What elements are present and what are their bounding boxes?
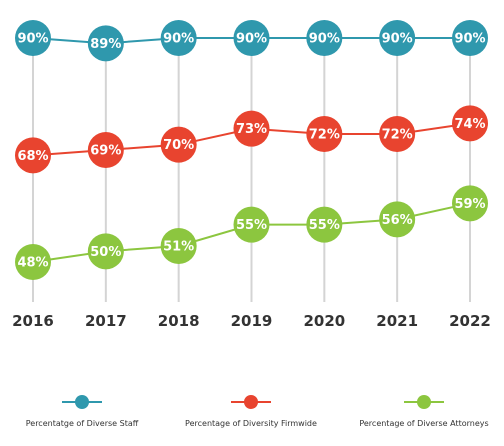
legend-marker	[244, 395, 258, 409]
data-label: 90%	[382, 32, 413, 47]
legend-marker	[417, 395, 431, 409]
legend-label: Percentatge of Diverse Staff	[26, 419, 139, 428]
data-point-s3-2020: 55%	[306, 206, 343, 243]
legend: Percentatge of Diverse Staff Percentage o…	[26, 395, 489, 428]
data-point-s2-2016: 68%	[15, 137, 51, 174]
data-label: 72%	[309, 128, 340, 143]
data-label: 51%	[163, 240, 194, 255]
data-point-s1-2016: 90%	[15, 20, 51, 56]
data-point-s1-2022: 90%	[452, 20, 488, 56]
data-label: 59%	[454, 197, 485, 212]
data-label: 55%	[236, 218, 267, 233]
point-marker	[379, 20, 416, 56]
data-point-s2-2020: 72%	[306, 116, 343, 152]
data-label: 90%	[454, 32, 485, 47]
data-label: 90%	[163, 32, 194, 47]
x-tick-label-2022: 2022	[449, 312, 491, 330]
data-label: 72%	[382, 128, 413, 143]
data-point-s1-2017: 89%	[87, 25, 124, 62]
legend-item-2: Percentage of Diversity Firmwide	[185, 395, 317, 428]
data-point-s2-2022: 74%	[452, 105, 488, 142]
point-marker	[379, 116, 416, 152]
point-marker	[306, 116, 343, 152]
data-label: 73%	[236, 122, 267, 137]
point-marker	[452, 185, 488, 222]
x-tick-label-2016: 2016	[12, 312, 54, 330]
x-tick-label-2021: 2021	[376, 312, 418, 330]
point-marker	[306, 206, 343, 243]
point-marker	[15, 244, 51, 280]
x-tick-label-2017: 2017	[85, 312, 127, 330]
legend-marker	[75, 395, 89, 409]
data-point-s2-2021: 72%	[379, 116, 416, 152]
data-label: 90%	[309, 32, 340, 47]
x-tick-label-2018: 2018	[158, 312, 200, 330]
point-marker	[452, 105, 488, 142]
data-label: 70%	[163, 138, 194, 153]
point-marker	[87, 233, 124, 270]
data-label: 69%	[90, 144, 121, 159]
point-marker	[379, 201, 416, 238]
point-marker	[87, 132, 124, 168]
point-marker	[160, 126, 197, 163]
data-point-s1-2020: 90%	[306, 20, 343, 56]
data-point-s3-2021: 56%	[379, 201, 416, 238]
data-points: 90% 89% 90% 90% 90% 90% 90% 68% 69% 70% 73% 72% 72% 7…	[15, 20, 488, 280]
x-axis-labels: 2016 2017 2018 2019 2020 2021 2022	[12, 312, 491, 330]
x-tick-label-2020: 2020	[303, 312, 345, 330]
data-label: 89%	[90, 37, 121, 52]
data-label: 90%	[236, 32, 267, 47]
data-point-s3-2017: 50%	[87, 233, 124, 270]
legend-label: Percentage of Diverse Attorneys	[359, 419, 488, 428]
data-label: 50%	[90, 245, 121, 260]
data-point-s3-2022: 59%	[452, 185, 488, 222]
point-marker	[160, 20, 197, 56]
point-marker	[233, 110, 270, 147]
legend-label: Percentage of Diversity Firmwide	[185, 419, 317, 428]
data-label: 68%	[17, 149, 48, 164]
point-marker	[15, 20, 51, 56]
data-point-s3-2016: 48%	[15, 244, 51, 280]
point-marker	[233, 206, 270, 243]
vertical-gridlines	[32, 38, 471, 302]
data-label: 55%	[309, 218, 340, 233]
legend-item-3: Percentage of Diverse Attorneys	[359, 395, 489, 428]
data-point-s3-2018: 51%	[160, 228, 197, 264]
data-point-s1-2021: 90%	[379, 20, 416, 56]
point-marker	[87, 25, 124, 62]
data-label: 56%	[382, 213, 413, 228]
data-label: 48%	[17, 256, 48, 271]
point-marker	[233, 20, 270, 56]
point-marker	[15, 137, 51, 174]
data-point-s2-2019: 73%	[233, 110, 270, 147]
point-marker	[452, 20, 488, 56]
data-label: 90%	[17, 32, 48, 47]
data-point-s3-2019: 55%	[233, 206, 270, 243]
legend-item-1: Percentatge of Diverse Staff	[26, 395, 139, 428]
data-point-s2-2017: 69%	[87, 132, 124, 168]
x-tick-label-2019: 2019	[231, 312, 273, 330]
data-point-s1-2019: 90%	[233, 20, 270, 56]
point-marker	[160, 228, 197, 264]
data-label: 74%	[454, 117, 485, 132]
data-point-s1-2018: 90%	[160, 20, 197, 56]
data-point-s2-2018: 70%	[160, 126, 197, 163]
point-marker	[306, 20, 343, 56]
